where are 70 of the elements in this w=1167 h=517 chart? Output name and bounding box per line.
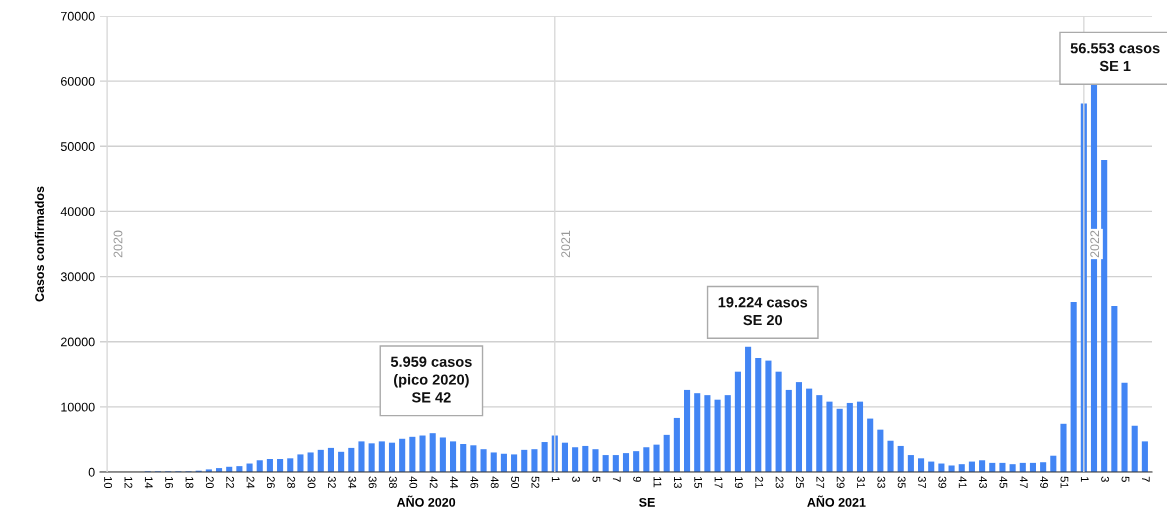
x-tick-label: 39 [938,476,947,488]
x-tick-label: 13 [673,477,682,489]
x-tick-label: 30 [307,476,316,489]
x-tick-label: 19 [734,477,743,488]
x-tick-label: 27 [816,476,825,488]
y-tick-label: 0 [88,467,95,477]
x-tick-label: 9 [633,476,642,482]
x-tick-label: 5 [592,476,601,482]
x-tick-label: 28 [287,476,296,489]
annotation: 56.553 casos SE 1 [1070,43,1160,72]
y-tick-label: 10000 [61,402,95,412]
x-tick-label: 12 [124,477,133,488]
y-tick-label: 40000 [60,207,95,217]
x-tick-label: 33 [877,476,886,489]
text: AÑO 2020 [396,495,456,507]
x-tick-label: 40 [409,476,418,489]
x-tick-label: 7 [612,476,621,482]
x-tick-label: 7 [1142,476,1150,482]
x-tick-label: 22 [226,476,235,488]
x-tick-label: 21 [755,476,764,488]
x-tick-label: 50 [511,476,519,489]
x-tick-label: 18 [185,477,194,489]
annotation: 2021 [561,230,571,258]
x-tick-label: 43 [979,476,987,489]
x-tick-label: 15 [694,477,702,489]
x-tick-label: 35 [897,476,906,489]
x-tick-label: 47 [1019,476,1028,488]
x-tick-label: 36 [368,476,377,489]
x-tick-label: 24 [246,476,255,489]
x-tick-label: 5 [1121,476,1130,482]
x-tick-label: 26 [266,476,275,489]
x-tick-label: 23 [775,476,784,489]
x-tick-label: 1 [1080,477,1089,482]
annotation: 2022 [1090,230,1100,258]
x-tick-label: 14 [144,477,153,489]
x-tick-label: 16 [165,477,174,489]
x-tick-label: 31 [857,476,865,488]
x-tick-label: 37 [918,476,926,488]
x-tick-label: 10 [104,477,113,489]
y-tick-label: 60000 [61,76,95,86]
x-tick-label: 45 [999,476,1008,489]
x-tick-label: 51 [1060,476,1069,488]
x-tick-label: 25 [795,476,804,489]
x-tick-label: 41 [958,476,967,488]
x-tick-label: 46 [470,476,479,489]
x-tick-label: 52 [531,476,540,488]
x-tick-label: 42 [429,476,438,488]
annotation: 5.959 casos (pico 2020) SE 42 [390,356,472,403]
x-tick-label: 3 [1101,476,1110,482]
x-tick-label: 29 [836,476,845,488]
annotation: 2020 [113,230,123,258]
y-tick-label: 50000 [60,142,95,151]
x-tick-label: 38 [389,476,397,489]
x-tick-label: 49 [1040,476,1049,488]
x-tick-label: 34 [348,476,357,489]
x-tick-label: 20 [205,476,214,489]
x-tick-label: 11 [653,477,662,488]
annotation: 19.224 casos SE 20 [718,297,808,326]
y-tick-label: 20000 [61,337,95,347]
text: AÑO 2021 [807,495,866,507]
x-tick-label: 1 [551,477,560,482]
x-tick-label: 44 [450,476,458,489]
text: SE [639,497,655,507]
y-tick-label: 70000 [61,11,95,21]
x-tick-label: 48 [490,476,499,489]
y-axis-title: Casos confirmados [34,186,45,302]
x-tick-label: 32 [327,476,336,488]
x-tick-label: 17 [714,477,723,488]
x-tick-label: 3 [572,476,581,482]
y-tick-label: 30000 [60,272,95,282]
